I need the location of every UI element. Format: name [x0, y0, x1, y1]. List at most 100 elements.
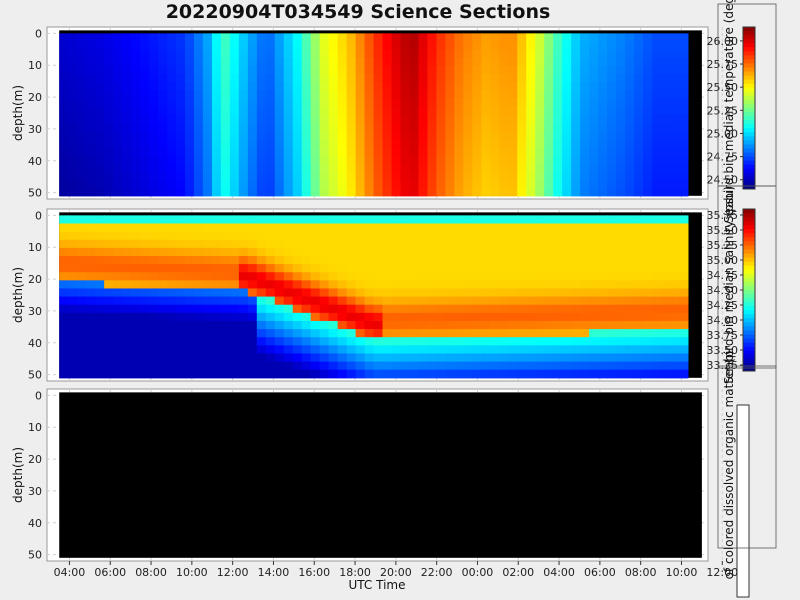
data-cell: [274, 130, 285, 140]
data-cell: [364, 239, 375, 249]
data-cell: [77, 247, 87, 257]
data-cell: [131, 90, 141, 99]
data-cell: [553, 138, 563, 148]
data-cell: [589, 73, 599, 83]
data-cell: [122, 114, 132, 124]
data-cell: [131, 304, 141, 314]
data-cell: [490, 57, 500, 67]
data-cell: [391, 106, 402, 116]
data-cell: [211, 138, 222, 148]
y-tick-label: 50: [28, 187, 42, 200]
data-cell: [589, 296, 599, 306]
data-cell: [490, 163, 500, 173]
data-cell: [104, 272, 114, 281]
data-cell: [580, 255, 590, 265]
data-cell: [472, 239, 482, 249]
data-cell: [220, 272, 231, 281]
data-cell: [247, 215, 258, 225]
data-cell: [77, 187, 87, 197]
data-cell: [373, 49, 384, 59]
colorbar-swatch: [743, 241, 755, 246]
data-cell: [238, 337, 249, 346]
data-cell: [184, 239, 195, 249]
data-cell: [427, 73, 438, 83]
data-cell: [328, 98, 339, 108]
data-cell: [499, 90, 509, 99]
data-cell: [355, 312, 366, 322]
data-cell: [95, 57, 105, 67]
data-cell: [499, 106, 509, 116]
data-cell: [436, 231, 446, 241]
data-cell: [202, 304, 213, 314]
data-cell: [131, 231, 141, 241]
data-cell: [283, 255, 294, 265]
data-cell: [337, 90, 348, 99]
data-cell: [373, 171, 384, 181]
data-cell: [274, 65, 285, 75]
colorbar-swatch: [743, 346, 755, 352]
data-cell: [337, 122, 348, 132]
colorbar-swatch: [743, 302, 755, 307]
data-cell: [319, 337, 330, 346]
data-cell: [86, 255, 96, 265]
data-cell: [220, 353, 231, 363]
data-cell: [625, 41, 635, 51]
data-cell: [660, 231, 671, 241]
data-cell: [427, 82, 438, 91]
data-cell: [526, 138, 536, 148]
data-cell: [418, 98, 429, 108]
data-cell: [580, 106, 590, 116]
data-cell: [122, 155, 132, 164]
data-cell: [184, 288, 195, 298]
data-cell: [193, 280, 204, 290]
data-cell: [310, 138, 321, 148]
data-cell: [274, 122, 285, 132]
data-cell: [544, 239, 554, 249]
data-cell: [193, 361, 204, 371]
data-cell: [86, 187, 96, 197]
data-cell: [678, 288, 689, 298]
data-cell: [669, 65, 680, 75]
data-cell: [678, 280, 689, 290]
data-cell: [229, 155, 240, 164]
data-cell: [490, 171, 500, 181]
data-cell: [508, 280, 518, 290]
data-cell: [211, 337, 222, 346]
data-cell: [418, 73, 429, 83]
data-cell: [104, 337, 114, 346]
data-cell: [355, 361, 366, 371]
data-cell: [140, 33, 150, 43]
data-cell: [346, 215, 357, 225]
data-cell: [553, 57, 563, 67]
data-cell: [149, 187, 159, 197]
data-cell: [140, 345, 150, 355]
data-cell: [589, 106, 599, 116]
data-cell: [472, 73, 482, 83]
data-cell: [131, 361, 141, 371]
data-cell: [678, 90, 689, 99]
data-cell: [77, 296, 87, 306]
data-cell: [211, 82, 222, 91]
data-cell: [436, 171, 446, 181]
data-cell: [149, 288, 159, 298]
data-cell: [382, 98, 393, 108]
data-cell: [642, 215, 653, 225]
data-cell: [544, 57, 554, 67]
data-cell: [526, 288, 536, 298]
data-cell: [472, 179, 482, 189]
data-cell: [355, 147, 366, 156]
data-cell: [463, 90, 473, 99]
colorbar-tick-label: 34.75: [707, 269, 739, 282]
data-cell: [607, 239, 617, 249]
data-cell: [104, 98, 114, 108]
data-cell: [553, 353, 563, 363]
data-cell: [175, 106, 186, 116]
data-cell: [319, 138, 330, 148]
data-cell: [104, 187, 114, 197]
data-cell: [607, 171, 617, 181]
data-cell: [310, 155, 321, 164]
data-cell: [265, 361, 276, 371]
colorbar-2: 33.2533.5033.7534.0034.2534.5034.7535.00…: [707, 185, 777, 384]
data-cell: [256, 361, 267, 371]
data-cell: [571, 90, 581, 99]
